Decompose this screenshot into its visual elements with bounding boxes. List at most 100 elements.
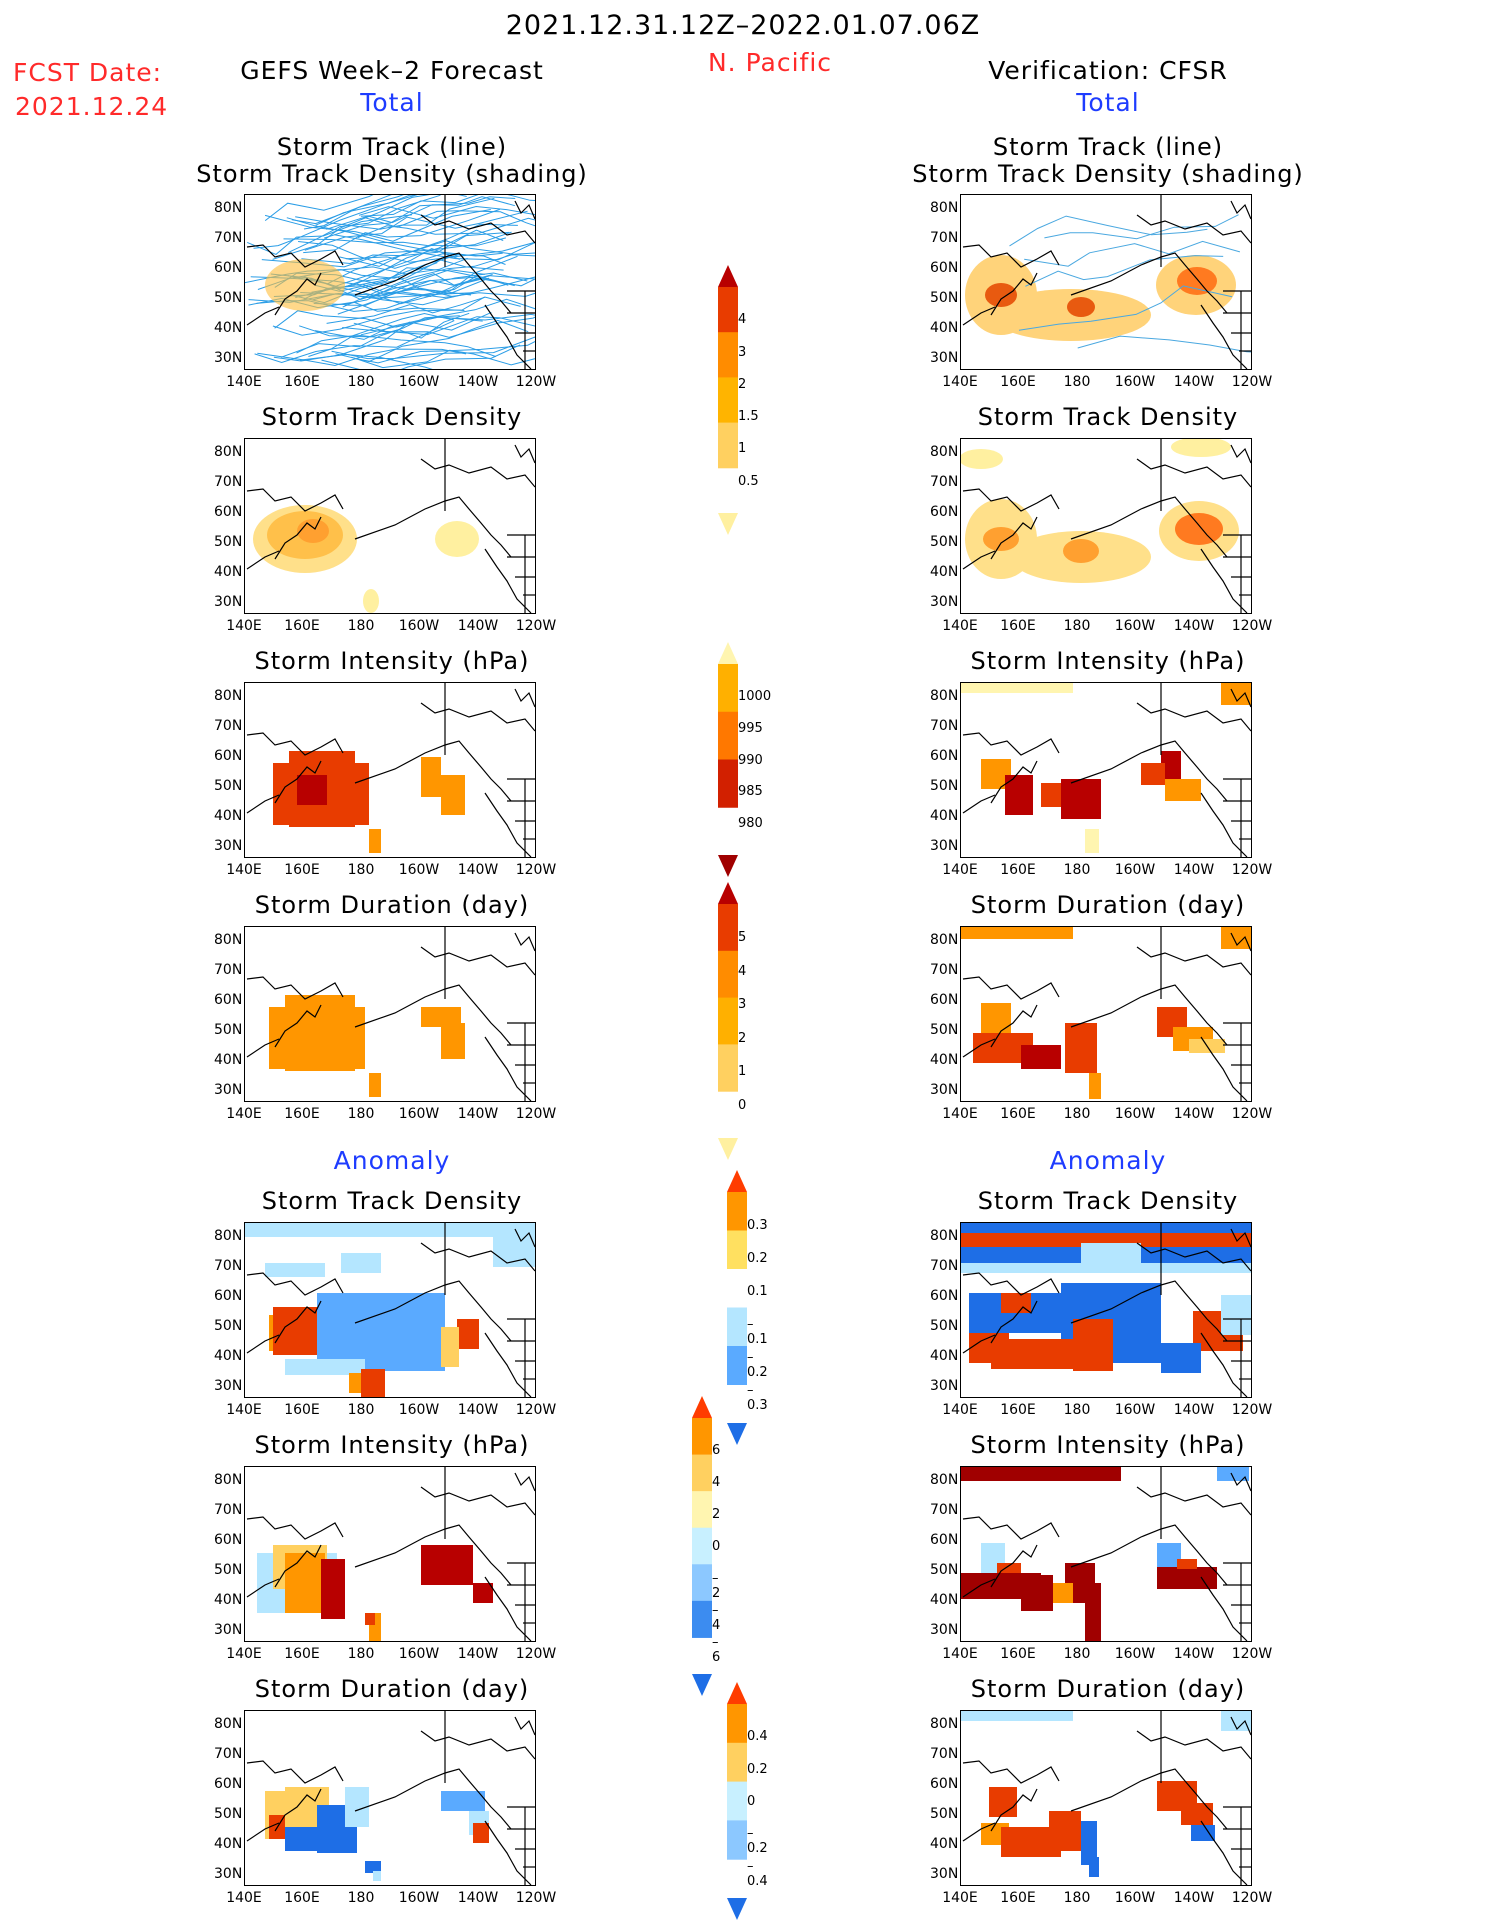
storm-track-line: [1018, 285, 1233, 331]
lat-tick-label: 60N: [930, 992, 959, 1008]
coastline: [990, 1300, 1038, 1344]
lat-tick-label: 60N: [214, 1776, 243, 1792]
colorbar-top-arrow: [692, 1396, 712, 1418]
lon-tick-label: 120W: [1231, 1402, 1273, 1418]
shading-cell: [297, 775, 327, 805]
lon-tick-label: 120W: [515, 618, 557, 634]
map-canvas: [961, 1711, 1251, 1885]
lat-tick-label: 60N: [930, 1532, 959, 1548]
colorbar-swatch: [727, 1820, 747, 1860]
coastline: [246, 1038, 280, 1058]
shading-cell: [493, 1237, 535, 1267]
lon-tick-label: 180: [347, 1890, 375, 1906]
lon-tick-label: 120W: [515, 1646, 557, 1662]
storm-track-line: [326, 296, 521, 324]
panel-title: Storm Track Density: [261, 403, 523, 431]
lat-tick-label: 70N: [930, 962, 959, 978]
coastline: [990, 1004, 1038, 1048]
coastline: [484, 792, 532, 857]
lon-tick-label: 180: [1063, 374, 1091, 390]
lon-tick-label: 180: [1063, 618, 1091, 634]
coastline: [484, 1036, 532, 1101]
lat-tick-label: 60N: [930, 260, 959, 276]
colorbar-swatches: [718, 265, 738, 535]
shading-cell: [421, 1007, 461, 1027]
shading-cell: [1065, 1023, 1097, 1073]
colorbar-label: 3: [738, 344, 747, 360]
coastline: [962, 976, 1060, 1000]
lat-tick-label: 80N: [214, 200, 243, 216]
map-plot: [244, 1710, 536, 1886]
coastline: [246, 1516, 344, 1540]
density-blob: [265, 259, 345, 311]
coastline: [1136, 1730, 1251, 1760]
shading-cell: [373, 1871, 381, 1881]
storm-track-line: [303, 208, 500, 254]
lon-tick-label: 160E: [1000, 1106, 1036, 1122]
lon-tick-label: 140W: [457, 1402, 499, 1418]
panel-subtitle: Storm Track Density (shading): [196, 160, 588, 188]
storm-track-line: [272, 195, 467, 260]
colorbar-label: –0.2: [747, 1350, 768, 1380]
lon-tick-label: 140W: [457, 862, 499, 878]
coastline: [962, 1822, 996, 1842]
lon-tick-label: 140E: [942, 1646, 978, 1662]
shading-cell: [365, 1613, 375, 1625]
shading-cell: [1053, 1583, 1073, 1603]
coastline: [990, 516, 1038, 560]
lon-tick-label: 140W: [1173, 1402, 1215, 1418]
lon-tick-label: 160E: [1000, 618, 1036, 634]
map-canvas: [246, 683, 535, 857]
map-plot: [960, 682, 1252, 858]
coastline: [514, 200, 535, 220]
map-canvas: [245, 195, 535, 369]
colorbar-label: 980: [738, 816, 763, 832]
map-plot: [960, 1466, 1252, 1642]
colorbar-swatch: [692, 1454, 712, 1492]
shading-cell: [473, 1823, 489, 1843]
colorbar-swatch: [692, 1418, 712, 1456]
lon-tick-label: 140W: [1173, 1890, 1215, 1906]
lat-tick-label: 80N: [214, 932, 243, 948]
panel-title: Storm Track (line): [992, 133, 1224, 161]
map-canvas: [246, 1467, 535, 1641]
coastline: [246, 976, 344, 1000]
lon-tick-label: 120W: [1231, 618, 1273, 634]
colorbar-swatch: [718, 377, 738, 424]
lat-tick-label: 30N: [930, 838, 959, 854]
lon-tick-label: 180: [347, 1402, 375, 1418]
lon-tick-label: 120W: [1231, 862, 1273, 878]
shading-cell: [1061, 779, 1101, 819]
lat-tick-label: 60N: [930, 504, 959, 520]
lat-tick-label: 40N: [930, 1052, 959, 1068]
panel-title: Storm Track Density: [977, 403, 1239, 431]
coastline: [274, 272, 322, 316]
colorbar-label: 0: [747, 1794, 756, 1809]
colorbar-swatches: [718, 882, 738, 1160]
shading-cell: [341, 1253, 381, 1273]
lon-tick-label: 180: [1063, 1402, 1091, 1418]
coastline: [484, 548, 532, 613]
lat-tick-label: 50N: [930, 1318, 959, 1334]
colorbar-swatch: [727, 1269, 747, 1308]
lat-tick-label: 60N: [214, 1288, 243, 1304]
panel-subtitle: Storm Track Density (shading): [912, 160, 1304, 188]
coastline: [246, 732, 344, 756]
coastline: [1136, 214, 1251, 244]
colorbar-label: 990: [738, 752, 763, 768]
shading-cell: [961, 1233, 1251, 1247]
colorbar-swatches: [692, 1396, 712, 1696]
colorbar-swatch: [727, 1781, 747, 1821]
coastline: [1200, 548, 1248, 613]
lat-tick-label: 50N: [214, 290, 243, 306]
map-plot: [244, 682, 536, 858]
lat-tick-label: 80N: [930, 1228, 959, 1244]
coastline: [484, 304, 532, 369]
lon-tick-label: 160W: [1114, 862, 1156, 878]
colorbar-label: –0.2: [747, 1826, 768, 1857]
lat-tick-label: 80N: [930, 444, 959, 460]
shading-cell: [961, 683, 1073, 693]
lat-tick-label: 60N: [214, 748, 243, 764]
lon-tick-label: 160W: [398, 1646, 440, 1662]
panel-title: Storm Duration (day): [970, 1675, 1246, 1703]
